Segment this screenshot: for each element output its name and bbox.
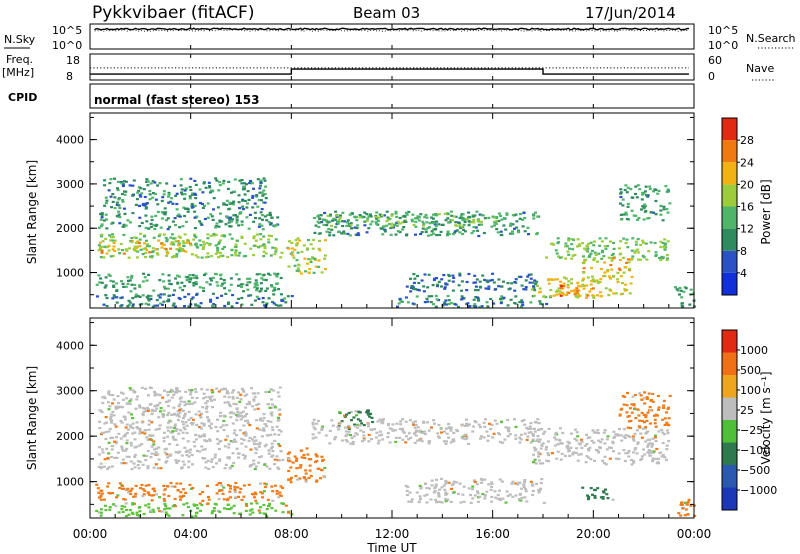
echo-band-10: [396, 294, 552, 308]
noise-series-0: [94, 27, 690, 31]
noise-right-tick-top: 10^5: [708, 24, 738, 37]
colorbar-tick-label: 20: [740, 178, 754, 191]
frequency-strip-lines: [90, 67, 689, 75]
time-tick-label: 12:00: [375, 527, 410, 541]
echo-band-3: [103, 177, 268, 211]
echo-band-7: [531, 427, 671, 466]
echo-band-8: [322, 212, 506, 229]
nave-label: Nave: [746, 62, 774, 75]
power-colorbar: 4 8 12 16 20 24 28: [721, 117, 754, 296]
echo-band-5: [96, 292, 294, 308]
noise-series-1: [94, 29, 690, 32]
date-title: 17/Jun/2014: [585, 4, 676, 22]
time-tick-label: 04:00: [173, 527, 208, 541]
freq-label-line1: Freq.: [6, 53, 33, 66]
beam-title: Beam 03: [353, 4, 420, 22]
echo-band-9: [618, 391, 672, 430]
colorbar-tick-label: 4: [740, 267, 747, 280]
colorbar-tick-label: 25: [740, 404, 754, 417]
echo-band-4: [337, 409, 375, 430]
echo-band-3: [286, 447, 327, 484]
echo-band-6: [286, 237, 327, 275]
noise-strip-lines: [94, 27, 690, 32]
echo-band-12: [558, 285, 595, 297]
colorbar-tick-label: −500: [740, 464, 770, 477]
range-tick-label: 3000: [56, 385, 84, 398]
freq-left-tick-top: 18: [66, 54, 80, 67]
range-tick-label: 1000: [56, 476, 84, 489]
nsky-label: N.Sky: [4, 33, 36, 46]
velocity-colorbar: 1000 500 100 25 −25 −100 −500 −1000: [721, 329, 777, 511]
time-axis-label: Time UT: [366, 541, 417, 554]
range-tick-label: 1000: [56, 267, 84, 280]
velocity-y-axis: 1000 2000 3000 4000: [56, 322, 694, 505]
velocity-ylabel: Slant Range [km]: [25, 366, 39, 470]
power-y-axis: 1000 2000 3000 4000: [56, 116, 694, 296]
noise-left-tick-bottom: 10^0: [52, 39, 82, 52]
freq-label-line2: [MHz]: [2, 66, 34, 79]
range-tick-label: 4000: [56, 134, 84, 147]
echo-band-1: [97, 239, 193, 255]
power-panel-frame: [89, 112, 695, 309]
echo-band-2: [97, 210, 280, 231]
echo-band-16: [674, 286, 696, 308]
colorbar-tick-label: −1000: [740, 484, 777, 497]
echo-band-8: [581, 486, 615, 501]
velocity-colorbar-label: Velocity [m s⁻¹]: [759, 371, 773, 464]
power-ylabel: Slant Range [km]: [25, 160, 39, 264]
time-tick-label: 08:00: [274, 527, 309, 541]
colorbar-tick-label: 16: [740, 201, 754, 214]
echo-band-6: [404, 477, 546, 504]
velocity-data: [95, 386, 697, 518]
range-tick-label: 4000: [56, 339, 84, 352]
range-tick-label: 2000: [56, 430, 84, 443]
echo-band-15: [619, 184, 672, 222]
echo-band-11: [530, 274, 634, 299]
freq-series: [90, 68, 689, 75]
colorbar-tick-label: 28: [740, 134, 754, 147]
echo-band-5: [311, 418, 541, 446]
noise-left-tick-top: 10^5: [52, 24, 82, 37]
echo-band-1: [95, 481, 285, 502]
power-data: [95, 177, 696, 308]
time-tick-label: 00:00: [677, 527, 712, 541]
time-axis: 00:00 04:00 08:00 12:00 16:00 20:00 00:00: [73, 24, 712, 541]
nsearch-label: N.Search: [746, 32, 796, 45]
power-colorbar-label: Power [dB]: [759, 179, 773, 244]
colorbar-tick-label: −100: [740, 444, 770, 457]
echo-band-2: [95, 502, 294, 518]
cpid-text: normal (fast stereo) 153: [94, 93, 260, 107]
cpid-label: CPID: [8, 91, 37, 104]
echo-band-13: [545, 237, 670, 262]
echo-band-9: [405, 272, 539, 293]
echo-band-14: [581, 257, 634, 274]
echo-band-10: [677, 498, 697, 517]
echo-band-4: [95, 272, 283, 293]
station-title: Pykkvibaer (fitACF): [92, 3, 254, 23]
colorbar-tick-label: 8: [740, 245, 747, 258]
nave-right-tick-top: 60: [708, 54, 722, 67]
time-tick-label: 00:00: [73, 527, 108, 541]
range-tick-label: 2000: [56, 222, 84, 235]
colorbar-tick-label: 500: [740, 364, 761, 377]
nave-right-tick-bottom: 0: [708, 70, 715, 83]
noise-right-tick-bottom: 10^0: [708, 39, 738, 52]
colorbar-tick-label: −25: [740, 424, 763, 437]
colorbar-tick-label: 100: [740, 384, 761, 397]
time-tick-label: 16:00: [475, 527, 510, 541]
echo-band-0: [97, 386, 285, 471]
freq-left-tick-bottom: 8: [66, 70, 73, 83]
colorbar-tick-label: 1000: [740, 344, 768, 357]
echo-band-0: [97, 232, 284, 259]
velocity-panel-frame: [89, 317, 695, 519]
colorbar-tick-label: 24: [740, 156, 754, 169]
time-tick-label: 20:00: [576, 527, 611, 541]
colorbar-tick-label: 12: [740, 223, 754, 236]
range-tick-label: 3000: [56, 178, 84, 191]
